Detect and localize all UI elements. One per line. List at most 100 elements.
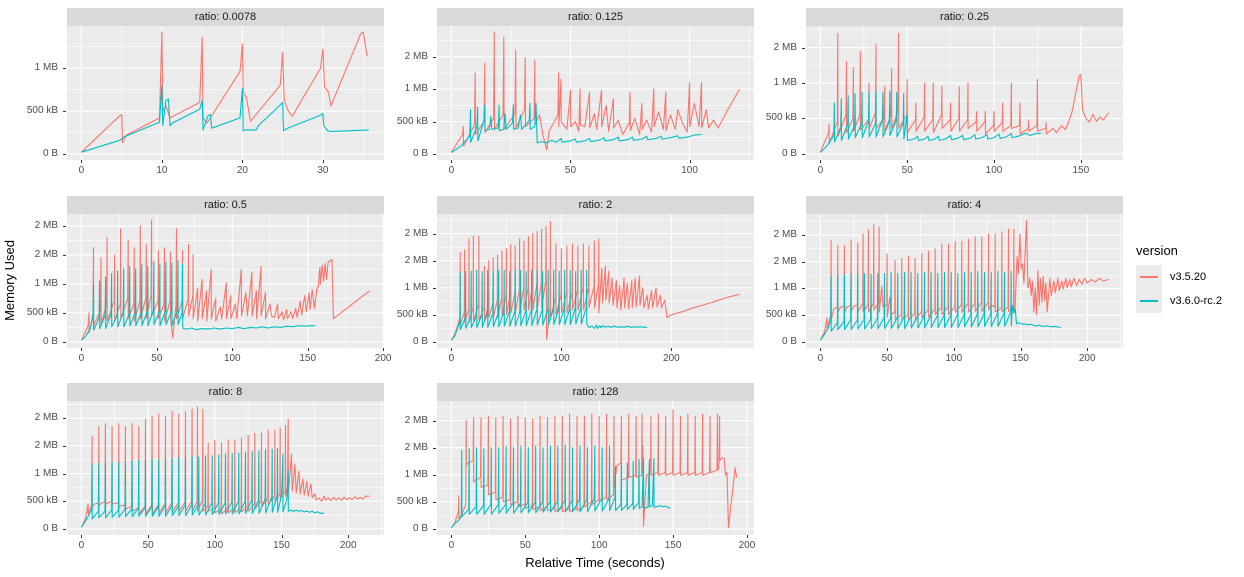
y-tick-mark [433,287,436,289]
x-tick-label: 200 [738,540,756,551]
x-tick-mark [570,160,572,163]
facet-strip: ratio: 4 [806,196,1123,214]
facet-plot [437,26,754,160]
y-tick-label: 500 kB [765,112,797,124]
y-tick-mark [433,528,436,530]
x-tick-label: 10 [156,165,168,176]
series-line-v3.5.20 [80,219,370,341]
y-tick-mark [63,501,66,503]
y-tick-label: 1 MB [404,83,428,95]
y-tick-mark [63,445,66,447]
series-line-v3.5.20 [81,31,368,153]
y-tick-label: 0 B [412,522,428,534]
facet-plot [67,214,384,348]
x-tick-mark [671,348,673,351]
y-tick-mark [433,501,436,503]
series-line-v3.6.0-rc.2 [450,269,648,341]
series-line-v3.6.0-rc.2 [451,102,702,154]
x-tick-label: 200 [374,353,392,364]
y-tick-label: 1 MB [773,77,797,89]
x-tick-label: 200 [339,540,357,551]
legend-entry: v3.5.20 [1136,265,1222,289]
y-tick-label: 1 MB [34,277,58,289]
legend-entry-label: v3.5.20 [1170,271,1207,283]
legend-key-line [1140,276,1158,278]
series-line-v3.5.20 [450,31,741,153]
facet-strip-label: ratio: 0.0078 [194,11,257,23]
facet-strip: ratio: 0.0078 [67,8,384,26]
y-tick-mark [433,447,436,449]
facet-panel: ratio: 2 0 B 500 kB 1 MB 2 MB 2 MB 0 100 200 [388,196,754,366]
x-tick-label: 50 [564,165,577,176]
x-tick-label: 100 [945,353,963,364]
y-tick-mark [802,288,805,290]
x-tick-mark [451,348,453,351]
y-tick-label: 500 kB [396,495,428,507]
x-tick-label: 150 [1072,165,1090,176]
y-tick-mark [433,89,436,91]
x-tick-label: 0 [448,165,455,176]
facet-strip-label: ratio: 0.25 [940,11,989,23]
y-tick-label: 1 MB [404,468,428,480]
legend-entry: v3.6.0-rc.2 [1136,289,1222,313]
facet-strip: ratio: 8 [67,383,384,401]
y-tick-label: 2 MB [773,229,797,241]
y-tick-label: 500 kB [26,495,58,507]
y-tick-mark [63,111,66,112]
facet-strip: ratio: 0.25 [806,8,1123,26]
x-tick-mark [673,535,675,538]
y-tick-label: 500 kB [26,105,58,116]
x-tick-label: 0 [448,540,455,551]
y-tick-label: 2 MB [34,219,58,231]
y-tick-mark [433,121,436,123]
x-tick-mark [161,160,163,163]
y-tick-label: 0 B [781,335,797,347]
x-tick-mark [156,348,158,351]
y-tick-label: 0 B [42,147,58,159]
facet-panel: ratio: 0.5 0 B 500 kB 1 MB 2 MB 2 MB 0 50 100 150… [18,196,391,366]
x-tick-label: 50 [881,353,893,364]
y-tick-mark [433,420,436,422]
series-line-v3.6.0-rc.2 [81,260,316,341]
x-tick-mark [322,160,324,163]
series-line-v3.6.0-rc.2 [80,448,325,528]
facet-panel: ratio: 8 0 B 500 kB 1 MB 2 MB 2 MB 0 50 100 150 20… [18,383,384,553]
y-tick-label: 500 kB [396,115,428,127]
y-tick-label: 0 B [412,147,428,159]
x-tick-label: 100 [223,353,241,364]
x-tick-label: 100 [206,540,224,551]
facet-panel: ratio: 0.0078 0 B 500 kB 1 MB 0 10 20 30 [18,8,384,178]
y-tick-label: 2 MB [404,414,428,426]
y-tick-mark [802,261,805,263]
x-tick-mark [994,160,995,163]
facet-strip-label: ratio: 4 [947,199,982,211]
legend-entry-label: v3.6.0-rc.2 [1170,295,1222,307]
facet-strip-label: ratio: 0.125 [567,11,624,23]
x-tick-mark [242,160,244,163]
legend-title: version [1136,243,1178,258]
x-tick-label: 50 [142,540,154,551]
x-tick-mark [307,348,309,351]
y-tick-mark [63,225,66,227]
y-tick-label: 2 MB [773,41,797,53]
series-line-v3.6.0-rc.2 [81,84,369,153]
x-tick-mark [81,535,83,538]
x-tick-label: 0 [817,353,824,364]
facet-plot [437,401,754,535]
x-tick-label: 50 [519,540,531,551]
y-tick-label: 2 MB [34,412,58,424]
facet-strip: ratio: 2 [437,196,754,214]
y-tick-mark [433,153,436,155]
x-tick-mark [953,348,955,351]
legend-key [1136,265,1162,289]
y-tick-label: 0 B [412,335,428,347]
facet-strip: ratio: 128 [437,383,754,401]
y-axis-title: Memory Used [2,0,17,560]
y-tick-mark [433,260,436,262]
x-tick-mark [1080,160,1082,163]
y-tick-label: 2 MB [773,255,797,267]
y-tick-label: 0 B [42,522,58,534]
legend-key [1136,289,1162,313]
y-tick-mark [433,314,436,316]
facet-plot [806,214,1123,348]
